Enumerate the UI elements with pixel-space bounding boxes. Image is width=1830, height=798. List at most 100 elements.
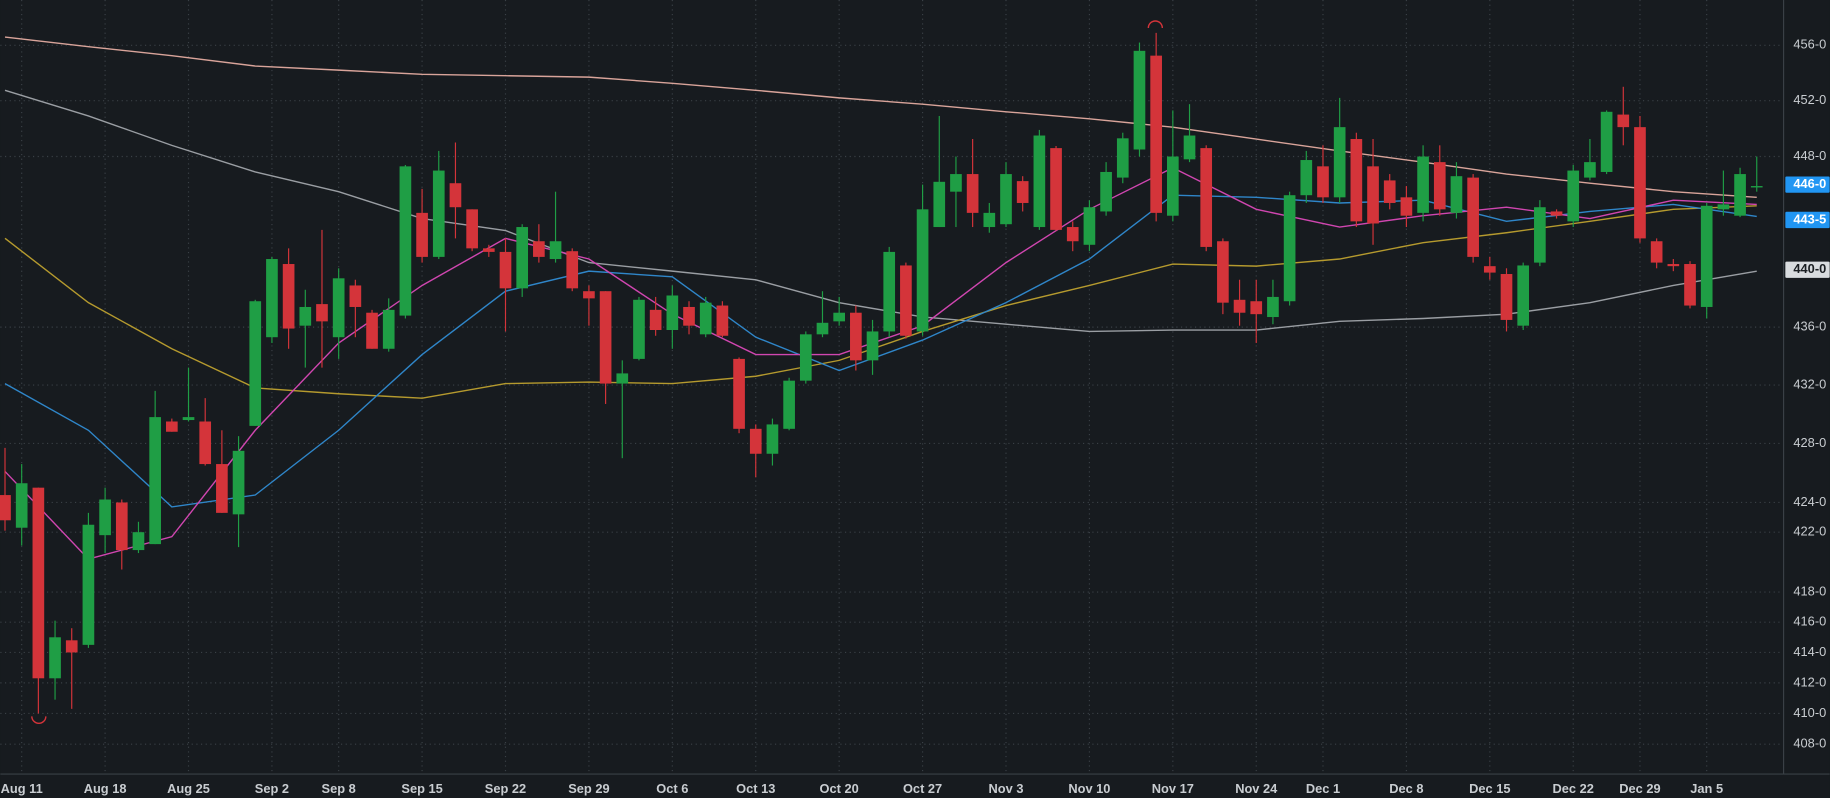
candle-body bbox=[1167, 156, 1179, 216]
candle-body bbox=[416, 212, 428, 257]
candle-body bbox=[99, 499, 111, 536]
candle-body bbox=[966, 174, 979, 213]
x-tick-label: Aug 18 bbox=[84, 781, 127, 796]
candle-body bbox=[1433, 162, 1446, 210]
price-label-box bbox=[1785, 261, 1830, 278]
x-tick-label: Jan 5 bbox=[1690, 781, 1723, 796]
candle-body bbox=[666, 295, 679, 330]
y-tick-label: 410-0 bbox=[1793, 705, 1826, 720]
candle-body bbox=[1317, 166, 1329, 198]
y-tick-label: 414-0 bbox=[1793, 644, 1826, 659]
x-tick-label: Nov 17 bbox=[1152, 781, 1194, 796]
candle-body bbox=[683, 306, 695, 326]
y-tick-label: 448-0 bbox=[1793, 148, 1826, 163]
candle-body bbox=[516, 227, 529, 289]
x-tick-label: Dec 8 bbox=[1389, 781, 1423, 796]
candle-body bbox=[316, 304, 328, 322]
candle-body bbox=[616, 373, 629, 384]
y-tick-label: 452-0 bbox=[1793, 92, 1826, 107]
candle-body bbox=[1183, 135, 1196, 160]
candle-body bbox=[249, 301, 262, 426]
candle-body bbox=[1033, 135, 1046, 228]
candle-body bbox=[466, 209, 478, 249]
candle-body bbox=[900, 265, 912, 336]
y-tick-label: 412-0 bbox=[1793, 674, 1826, 689]
candle-body bbox=[1400, 197, 1413, 216]
x-tick-label: Sep 29 bbox=[568, 781, 609, 796]
x-tick-label: Aug 11 bbox=[1, 781, 43, 796]
candle-body bbox=[132, 532, 145, 551]
candle-body bbox=[1016, 181, 1029, 203]
x-tick-label: Oct 13 bbox=[736, 781, 775, 796]
candle-body bbox=[1467, 177, 1479, 257]
low-marker bbox=[31, 716, 47, 725]
candle-body bbox=[1050, 148, 1062, 230]
candle-body bbox=[299, 306, 312, 326]
y-tick-label: 432-0 bbox=[1793, 376, 1826, 391]
x-tick-label: Oct 20 bbox=[820, 781, 859, 796]
candle-body bbox=[1350, 139, 1363, 222]
x-tick-label: Sep 8 bbox=[322, 781, 356, 796]
y-tick-label: 456-0 bbox=[1793, 37, 1826, 52]
labels: 456-0 452-0 448-0 436-0 432-0 428-0 424-0 422-0… bbox=[1, 37, 1830, 796]
candle-body bbox=[1567, 170, 1580, 222]
x-tick-label: Dec 1 bbox=[1306, 781, 1340, 796]
candle-body bbox=[1667, 264, 1680, 267]
price-label-box bbox=[1785, 176, 1830, 193]
candle-body bbox=[65, 640, 78, 653]
candle-body bbox=[633, 299, 645, 359]
x-tick-label: Sep 15 bbox=[401, 781, 442, 796]
candle-body bbox=[1450, 176, 1463, 213]
x-tick-label: Dec 15 bbox=[1469, 781, 1510, 796]
candle-body bbox=[649, 309, 662, 330]
candle-body bbox=[232, 450, 245, 515]
candle-body bbox=[549, 241, 562, 260]
candle-body bbox=[749, 428, 762, 454]
candle-body bbox=[1734, 174, 1746, 216]
candle-body bbox=[499, 251, 512, 289]
candle-body bbox=[1617, 114, 1630, 128]
candle-body bbox=[1116, 138, 1129, 178]
candle-body bbox=[1100, 171, 1112, 212]
moving-average-line bbox=[4, 36, 1757, 198]
overlays bbox=[4, 36, 1757, 560]
candle-body bbox=[1634, 127, 1646, 239]
x-tick-label: Nov 24 bbox=[1235, 781, 1278, 796]
candle-body bbox=[699, 302, 712, 335]
candle-body bbox=[1000, 174, 1012, 225]
candle-body bbox=[983, 212, 996, 228]
candle-body bbox=[850, 312, 862, 361]
candle-body bbox=[1600, 111, 1613, 172]
candle-body bbox=[1267, 296, 1279, 318]
candle-body bbox=[1417, 156, 1429, 213]
x-tick-label: Sep 2 bbox=[255, 781, 289, 796]
candle-body bbox=[783, 380, 795, 429]
x-tick-label: Dec 29 bbox=[1619, 781, 1660, 796]
candle-body bbox=[1217, 241, 1229, 303]
candle-body bbox=[332, 278, 345, 338]
candle-body bbox=[833, 312, 845, 322]
candle-body bbox=[166, 421, 178, 432]
candle-body bbox=[816, 322, 829, 335]
x-tick-label: Dec 22 bbox=[1553, 781, 1594, 796]
candle-body bbox=[799, 334, 812, 381]
candle-body bbox=[716, 305, 729, 336]
y-tick-label: 408-0 bbox=[1793, 736, 1826, 751]
candle-body bbox=[216, 464, 228, 513]
candle-body bbox=[1684, 264, 1696, 306]
candles bbox=[0, 32, 1763, 714]
moving-average-line bbox=[4, 205, 1757, 399]
candle-body bbox=[32, 487, 45, 679]
candle-body bbox=[432, 170, 445, 257]
candle-body bbox=[916, 209, 929, 332]
candle-body bbox=[149, 417, 161, 545]
candle-body bbox=[49, 637, 61, 679]
y-tick-label: 428-0 bbox=[1793, 435, 1826, 450]
candle-body bbox=[266, 259, 278, 338]
high-marker bbox=[1147, 20, 1164, 29]
y-tick-label: 416-0 bbox=[1793, 614, 1826, 629]
candle-body bbox=[1367, 166, 1379, 224]
